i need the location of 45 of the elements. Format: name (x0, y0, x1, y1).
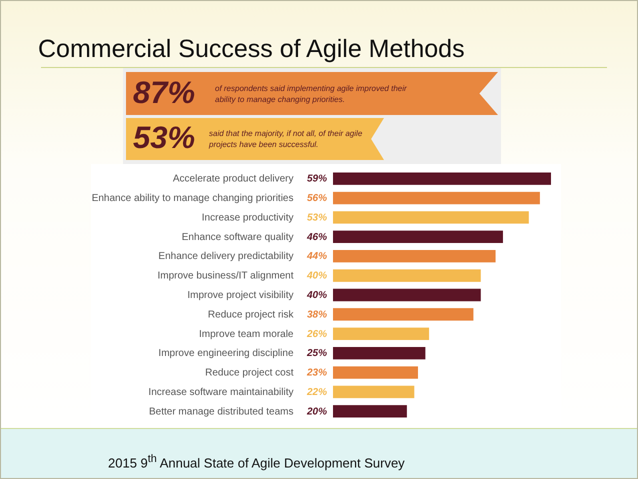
y-tick-label: Accelerate product delivery (172, 174, 294, 185)
bar (333, 269, 481, 282)
bar (333, 211, 529, 224)
y-tick-label: Improve team morale (199, 328, 294, 340)
data-label: 44% (306, 251, 328, 262)
y-tick-label: Reduce project cost (205, 368, 294, 379)
y-tick-label: Increase software maintainability (148, 386, 294, 398)
data-label: 56% (306, 193, 328, 204)
data-label: 46% (306, 232, 328, 243)
data-label: 22% (306, 386, 328, 398)
bar (333, 386, 414, 398)
y-tick-label: Enhance delivery predictability (158, 251, 294, 262)
bar (333, 328, 430, 340)
data-label: 25% (306, 348, 328, 360)
bar (333, 308, 474, 321)
text: said that the majority, if not all, of their agile projects have been successful. (209, 128, 364, 150)
bar (333, 288, 481, 302)
y-tick-label: Improve business/IT alignment (158, 270, 294, 282)
y-tick-label: Enhance software quality (182, 232, 294, 243)
data-label: 20% (306, 406, 328, 418)
y-tick-label: Enhance ability to manage changing priorities (92, 193, 294, 204)
data-label: 26% (306, 328, 328, 340)
data-label: 40% (306, 290, 328, 301)
data-label: 23% (306, 368, 328, 379)
data-label: 40% (306, 270, 328, 282)
y-tick-label: Increase productivity (202, 212, 294, 224)
data-label: 53% (306, 212, 328, 224)
bar (333, 346, 426, 360)
y-tick-label: Improve engineering discipline (158, 348, 294, 360)
bar (333, 405, 407, 418)
y-tick-label: Improve project visibility (187, 290, 294, 301)
data-label: 38% (306, 309, 328, 320)
bar (333, 366, 418, 379)
data-label: 59% (306, 174, 328, 185)
bar (333, 192, 540, 204)
chart-title: Commercial Success of Agile Methods (38, 35, 465, 64)
bar (333, 230, 503, 244)
text: 87% (133, 75, 196, 111)
bar (333, 172, 551, 185)
text: 53% (133, 120, 196, 156)
text: 2015 9$^{th}$ Annual State of Agile Development Survey (108, 453, 405, 470)
y-tick-label: Better manage distributed teams (148, 406, 294, 418)
y-tick-label: Reduce project risk (208, 309, 294, 320)
bar (333, 250, 496, 262)
text: of respondents said implementing agile improved their ability to manage changing priorities. (215, 83, 407, 105)
